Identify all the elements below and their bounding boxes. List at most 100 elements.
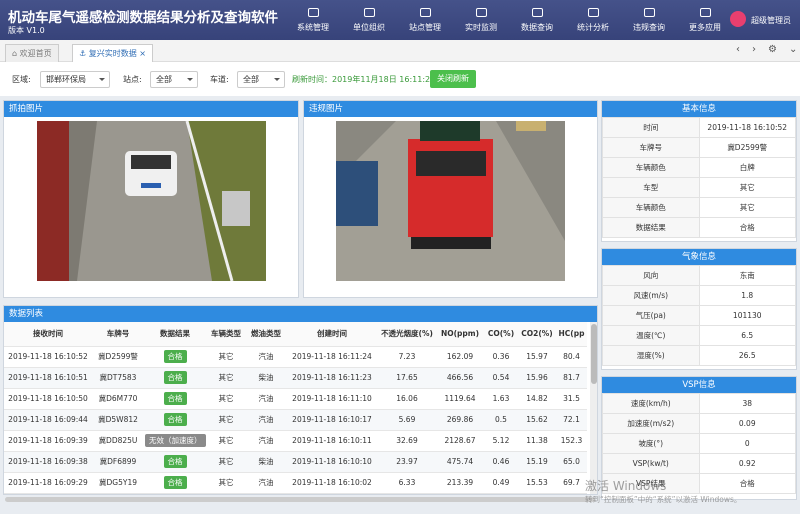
info-key: 数据结果 <box>602 217 700 238</box>
column-header: 接收时间 <box>4 322 92 347</box>
watermark: 激活 Windows <box>585 479 667 493</box>
cell: 15.19 <box>518 451 556 473</box>
region-select[interactable]: 邯郸环保局 <box>40 71 110 88</box>
cell: 冀DF6899 <box>92 451 144 473</box>
nav-icon <box>307 8 319 17</box>
nav-label: 统计分析 <box>577 23 609 32</box>
cell: 152.3 <box>556 430 587 452</box>
data-row[interactable]: 2019-11-18 16:09:39 冀DD825U 无效（加速度） 其它 汽油 201… <box>4 430 587 452</box>
info-value: 0 <box>698 433 796 454</box>
cell: 0.49 <box>484 472 518 494</box>
cell: 汽油 <box>246 430 286 452</box>
basic-info-panel: 基本信息 时间 2019-11-18 16:10:52 车牌号 冀D2599警 车辆颜色白… <box>601 100 797 242</box>
info-key: 时间 <box>602 117 700 138</box>
cell: 其它 <box>206 430 246 452</box>
cell: 475.74 <box>436 451 484 473</box>
watermark: 转到“控制面板”中的“系统”以激活 Windows。 <box>585 495 742 504</box>
tab-active[interactable]: ⚓ 复兴实时数据 × <box>72 44 153 62</box>
data-row[interactable]: 2019-11-18 16:10:52 冀D2599警 合格 其它 汽油 2019-11-… <box>4 346 587 368</box>
capture-panel: 抓拍图片 <box>3 100 299 298</box>
info-value: 1.8 <box>698 285 796 306</box>
cell: 17.65 <box>378 367 436 389</box>
data-row[interactable]: 2019-11-18 16:10:51 冀DT7583 合格 其它 柴油 2019-11-… <box>4 367 587 389</box>
nav-item[interactable]: 实时监测 <box>453 0 509 40</box>
cell: 汽油 <box>246 472 286 494</box>
cell: 2019-11-18 16:10:02 <box>286 472 378 494</box>
cell: 5.69 <box>378 409 436 431</box>
data-table: 接收时间 车牌号 数据结果 车辆类型 燃油类型 创建时间 不透光烟度(%) NO(ppm) CO… <box>4 322 587 494</box>
nav-item[interactable]: 违规查询 <box>621 0 677 40</box>
nav-item[interactable]: 系统管理 <box>285 0 341 40</box>
nav-item[interactable]: 单位组织 <box>341 0 397 40</box>
cell: 其它 <box>206 409 246 431</box>
cell: 0.5 <box>484 409 518 431</box>
cell: 5.12 <box>484 430 518 452</box>
info-row: 坡度(°) 0 <box>602 433 796 454</box>
panel-title: 基本信息 <box>602 101 796 117</box>
data-row[interactable]: 2019-11-18 16:10:50 冀D6M770 合格 其它 汽油 2019-11-… <box>4 388 587 410</box>
refresh-time: 刷新时间：2019年11月18日 16:11:25 <box>292 75 436 84</box>
cell: 0.46 <box>484 451 518 473</box>
info-row: VSP结果 合格 <box>602 473 796 494</box>
info-value: 0.92 <box>698 453 796 474</box>
label: 站点: <box>123 75 142 84</box>
info-table: 风向 东南 风速(m/s) 1.8 气压(pa) 101130 温度(℃) 6.5 湿度(%) 2… <box>602 265 796 366</box>
info-value: 2019-11-18 16:10:52 <box>698 117 796 138</box>
lane-select[interactable]: 全部 <box>237 71 285 88</box>
nav-item[interactable]: 站点管理 <box>397 0 453 40</box>
column-header: 燃油类型 <box>246 322 286 347</box>
station-select[interactable]: 全部 <box>150 71 198 88</box>
nav-label: 系统管理 <box>297 23 329 32</box>
horizontal-scrollbar[interactable] <box>5 497 595 502</box>
scrollbar[interactable] <box>590 322 597 494</box>
user-avatar[interactable] <box>730 11 746 27</box>
info-row: 湿度(%) 26.5 <box>602 345 796 366</box>
info-key: VSP(kw/t) <box>602 453 700 474</box>
tab[interactable]: ⌂ 欢迎首页 <box>5 44 59 62</box>
nav-item[interactable]: 统计分析 <box>565 0 621 40</box>
info-row: VSP(kw/t) 0.92 <box>602 453 796 474</box>
data-row[interactable]: 2019-11-18 16:09:38 冀DF6899 合格 其它 柴油 2019-11-… <box>4 451 587 473</box>
cell: 柴油 <box>246 451 286 473</box>
info-row: 温度(℃) 6.5 <box>602 325 796 346</box>
column-header: 不透光烟度(%) <box>378 322 436 347</box>
status-badge: 合格 <box>163 350 187 363</box>
data-row[interactable]: 2019-11-18 16:09:44 冀D5W812 合格 其它 汽油 2019-11-… <box>4 409 587 431</box>
stop-refresh-button[interactable]: 关闭刷新 <box>430 70 476 88</box>
user-name[interactable]: 超级管理员 <box>751 16 791 25</box>
info-key: 气压(pa) <box>602 305 700 326</box>
column-header: CO2(%) <box>518 322 556 347</box>
data-list-panel: 数据列表 接收时间 车牌号 数据结果 车辆类型 燃油类型 创建时间 不透光烟度(%) NO(p… <box>3 305 598 495</box>
tab-bar: ⌂ 欢迎首页 ⚓ 复兴实时数据 × ‹›⚙⌄ <box>0 40 800 62</box>
info-key: 车辆颜色 <box>602 197 700 218</box>
info-key: 风向 <box>602 265 700 286</box>
column-header: CO(%) <box>484 322 518 347</box>
cell: 1119.64 <box>436 388 484 410</box>
nav-item[interactable]: 数据查询 <box>509 0 565 40</box>
cell: 合格 <box>144 346 206 368</box>
info-row: 车辆颜色 其它 <box>602 197 796 218</box>
info-key: 车辆颜色 <box>602 157 700 178</box>
cell: 6.33 <box>378 472 436 494</box>
cell: 合格 <box>144 472 206 494</box>
column-header: 车辆类型 <box>206 322 246 347</box>
info-value: 101130 <box>698 305 796 326</box>
info-value: 其它 <box>698 177 796 198</box>
cell: 2019-11-18 16:09:44 <box>4 409 92 431</box>
cell: 2019-11-18 16:09:38 <box>4 451 92 473</box>
cell: 其它 <box>206 367 246 389</box>
cell: 合格 <box>144 451 206 473</box>
cell: 1.63 <box>484 388 518 410</box>
nav-icon <box>531 8 543 17</box>
cell: 合格 <box>144 388 206 410</box>
cell: 2019-11-18 16:10:50 <box>4 388 92 410</box>
nav-icon <box>363 8 375 17</box>
data-row[interactable]: 2019-11-18 16:09:29 冀DG5Y19 合格 其它 汽油 2019-11-… <box>4 472 587 494</box>
cell: 冀DD825U <box>92 430 144 452</box>
cell: 冀DT7583 <box>92 367 144 389</box>
nav-item[interactable]: 更多应用 <box>677 0 733 40</box>
tab-controls[interactable]: ‹›⚙⌄ <box>736 44 797 55</box>
column-header: 车牌号 <box>92 322 144 347</box>
capture-image <box>37 121 266 281</box>
